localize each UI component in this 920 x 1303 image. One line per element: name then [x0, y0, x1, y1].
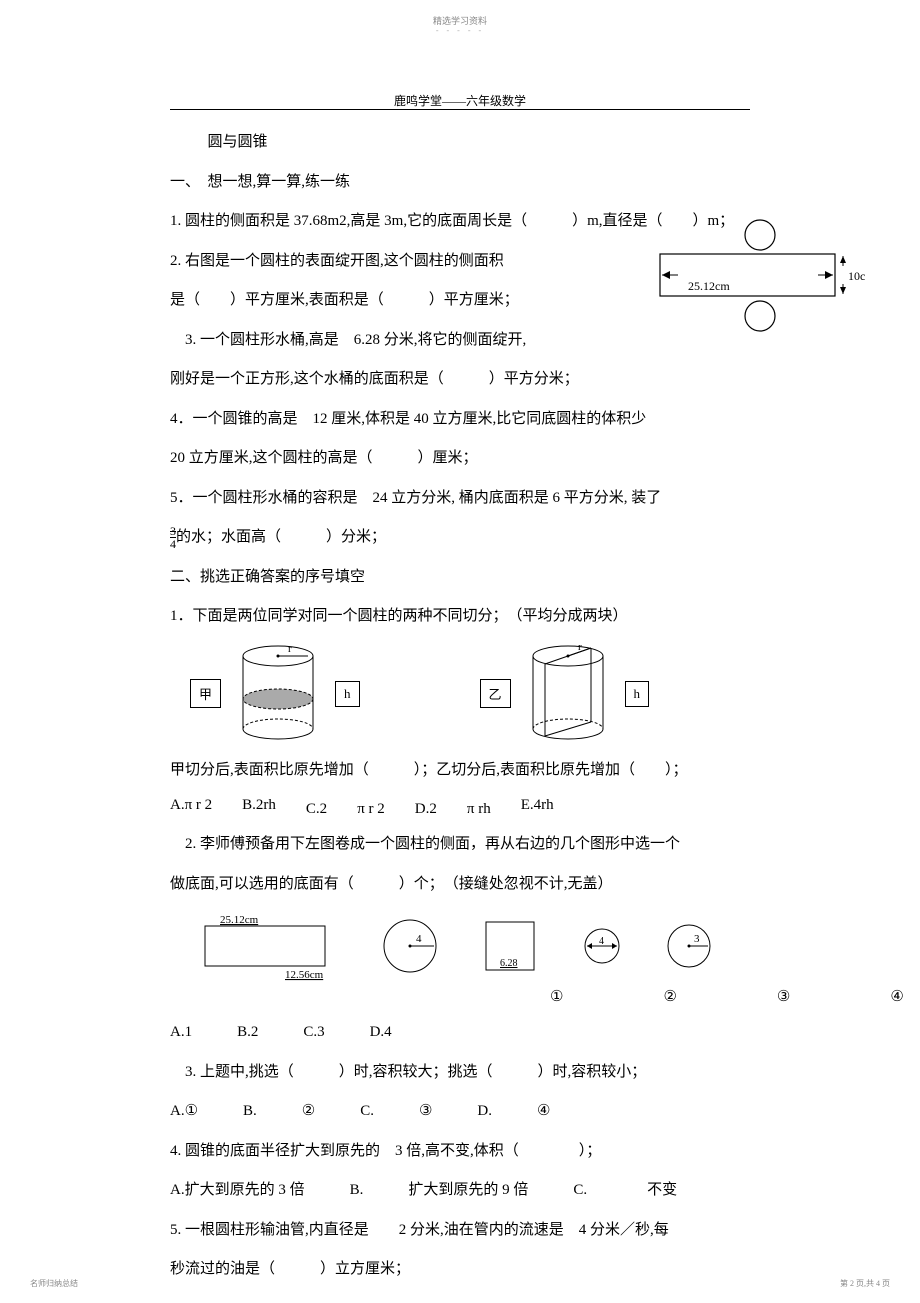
opt-c: C.2 π r 2 — [306, 797, 385, 818]
q3b: 刚好是一个正方形,这个水桶的底面积是（ ）平方分米； — [170, 367, 790, 393]
q4b: 20 立方厘米,这个圆柱的高是（ ）厘米； — [170, 446, 790, 472]
q2b: 是（ ）平方厘米,表面积是（ ）平方厘米； — [170, 288, 790, 314]
n1: ① — [550, 987, 563, 1006]
header-title: 鹿鸣学堂——六年级数学 — [394, 94, 526, 108]
q21-after: 甲切分后,表面积比原先增加（ ）；乙切分后,表面积比原先增加（ ）； — [170, 758, 790, 784]
label-h2: h — [625, 681, 650, 707]
q4a: 4．一个圆锥的高是 12 厘米,体积是 40 立方厘米,比它同底圆柱的体积少 — [170, 407, 790, 433]
q5b: 3 4 的水；水面高（ ）分米； — [170, 525, 790, 551]
n2: ② — [663, 987, 676, 1006]
s1-title: 一、 想一想,算一算,练一练 — [170, 170, 790, 196]
label-h1: h — [335, 681, 360, 707]
cyl-jia: 甲 r h — [190, 644, 360, 744]
circle-4: 3 — [664, 921, 714, 971]
q1: 1. 圆柱的侧面积是 37.68m2,高是 3m,它的底面周长是（ ）m,直径是… — [170, 209, 790, 235]
svg-text:4: 4 — [416, 933, 422, 945]
q3a: 3. 一个圆柱形水桶,高是 6.28 分米,将它的侧面绽开, — [170, 328, 790, 354]
svg-text:12.56cm: 12.56cm — [285, 969, 324, 981]
q25b: 秒流过的油是（ ）立方厘米； — [170, 1257, 790, 1283]
opt-d: D.2 π rh — [415, 797, 491, 818]
q21-options: A.π r 2 B.2rh C.2 π r 2 D.2 π rh E.4rh — [170, 797, 790, 818]
svg-text:6.28: 6.28 — [500, 958, 518, 969]
q2a: 2. 右图是一个圆柱的表面绽开图,这个圆柱的侧面积 — [170, 249, 790, 275]
q22b: 做底面,可以选用的底面有（ ）个； （接缝处忽视不计,无盖） — [170, 872, 790, 898]
label-yi: 乙 — [480, 679, 511, 708]
opt-b: B.2rh — [242, 797, 276, 818]
svg-text:r: r — [288, 644, 292, 655]
footer-left: 名师归纳总结 — [30, 1278, 78, 1289]
q5a: 5．一个圆柱形水桶的容积是 24 立方分米, 桶内底面积是 6 平方分米, 装了 — [170, 486, 790, 512]
svg-text:r: r — [578, 644, 582, 653]
shape-numbers: ① ② ③ ④ — [550, 987, 790, 1006]
n4: ④ — [890, 987, 903, 1006]
q23: 3. 上题中,挑选（ ）时,容积较大；挑选（ ）时,容积较小； — [170, 1060, 790, 1086]
q21: 1．下面是两位同学对同一个圆柱的两种不同切分； （平均分成两块） — [170, 604, 790, 630]
section-title: 圆与圆锥 — [170, 130, 790, 156]
footer-right: 第 2 页,共 4 页 — [840, 1278, 890, 1289]
opt-a: A.π r 2 — [170, 797, 212, 818]
square-shape: 6.28 — [480, 916, 540, 976]
cyl-yi: 乙 r h — [480, 644, 650, 744]
q25a: 5. 一根圆柱形输油管,内直径是 2 分米,油在管内的流速是 4 分米／秒,每 — [170, 1218, 790, 1244]
circle-1: 4 — [380, 916, 440, 976]
svg-text:25.12cm: 25.12cm — [220, 914, 259, 926]
svg-text:3: 3 — [694, 933, 700, 945]
q22a: 2. 李师傅预备用下左图卷成一个圆柱的侧面，再从右边的几个图形中选一个 — [170, 832, 790, 858]
q23-opts: A.① B. ② C. ③ D. ④ — [170, 1099, 790, 1125]
s2-title: 二、挑选正确答案的序号填空 — [170, 565, 790, 591]
top-sub: - - - - - — [0, 26, 920, 35]
svg-text:10cm: 10cm — [848, 269, 865, 283]
q22-opts: A.1 B.2 C.3 D.4 — [170, 1020, 790, 1046]
label-jia: 甲 — [190, 679, 221, 708]
svg-text:4: 4 — [599, 936, 604, 947]
opt-e: E.4rh — [521, 797, 554, 818]
page-header: 鹿鸣学堂——六年级数学 — [170, 92, 750, 110]
content: 圆与圆锥 一、 想一想,算一算,练一练 1. 圆柱的侧面积是 37.68m2,高… — [170, 130, 790, 1297]
cylinder-figures: 甲 r h 乙 — [190, 644, 790, 744]
n3: ③ — [777, 987, 790, 1006]
q24-opts: A.扩大到原先的 3 倍 B. 扩大到原先的 9 倍 C. 不变 — [170, 1178, 790, 1204]
circle-3: 4 — [580, 924, 624, 968]
shapes-row: 25.12cm 12.56cm 4 6.28 4 3 — [190, 911, 790, 981]
q24: 4. 圆锥的底面半径扩大到原先的 3 倍,高不变,体积（ ）； — [170, 1139, 790, 1165]
rect-shape: 25.12cm 12.56cm — [190, 911, 340, 981]
